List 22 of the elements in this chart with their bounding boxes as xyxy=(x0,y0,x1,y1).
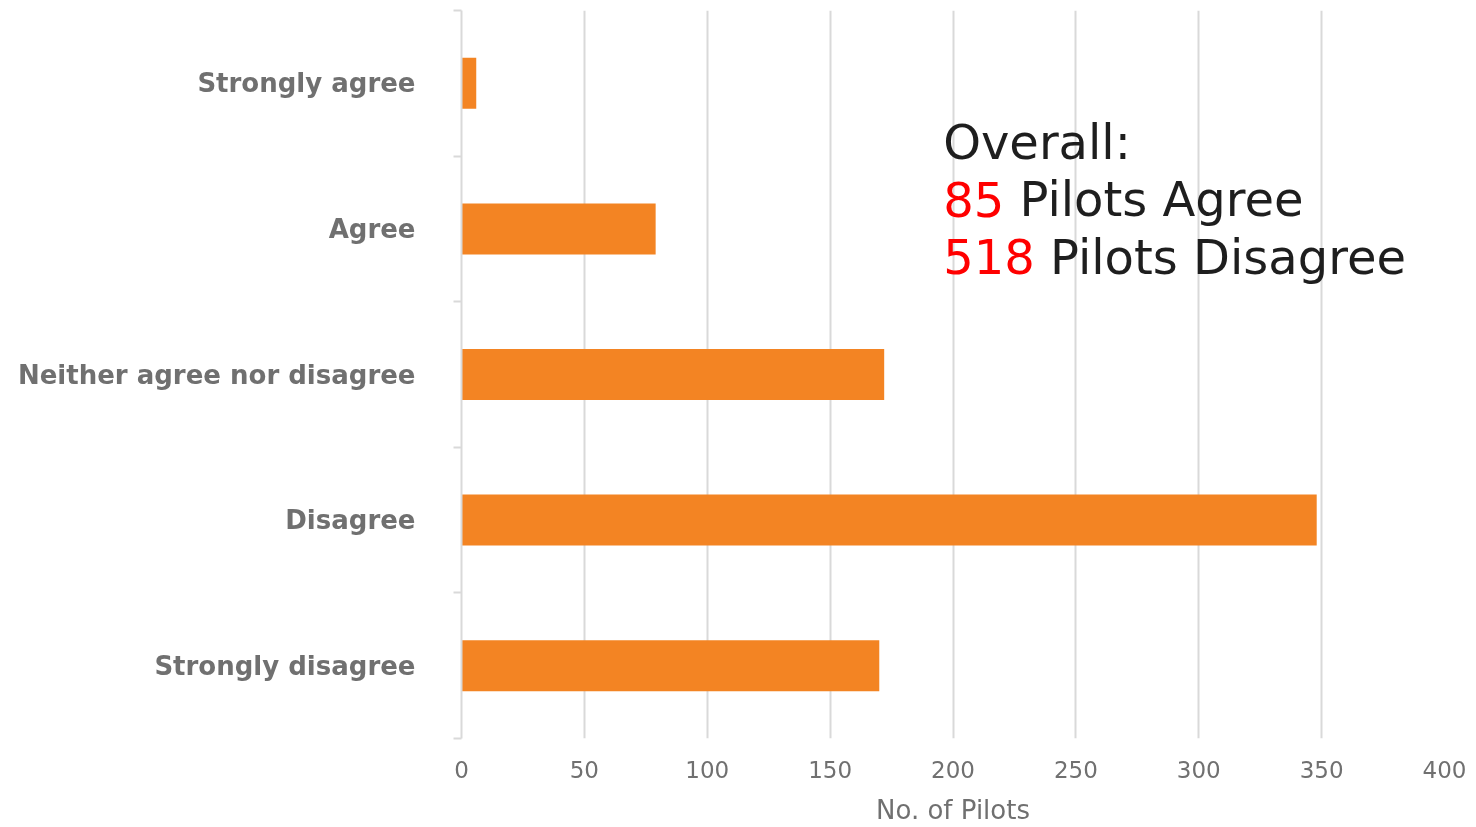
x-tick-label: 100 xyxy=(685,756,730,783)
annotation: Overall: xyxy=(943,113,1131,170)
y-tick-label: Strongly disagree xyxy=(154,650,416,681)
x-tick-label: 250 xyxy=(1053,756,1098,783)
x-axis-title: No. of Pilots xyxy=(876,794,1030,825)
bar xyxy=(461,203,656,255)
y-tick-label: Disagree xyxy=(285,505,416,536)
x-tick-label: 300 xyxy=(1176,756,1221,783)
x-tick-label: 400 xyxy=(1422,756,1467,783)
y-tick-label: Strongly agree xyxy=(197,68,416,99)
x-tick-label: 0 xyxy=(454,756,469,783)
bar xyxy=(461,349,885,400)
x-tick-label: 350 xyxy=(1299,756,1344,783)
bar xyxy=(461,494,1317,546)
y-tick-label: Neither agree nor disagree xyxy=(17,359,416,390)
x-tick-label: 150 xyxy=(808,756,853,783)
bar xyxy=(461,640,880,692)
annotation: 85 Pilots Agree xyxy=(943,171,1304,228)
x-tick-label: 200 xyxy=(931,756,975,783)
x-tick-label: 50 xyxy=(569,756,600,783)
annotation: 518 Pilots Disagree xyxy=(943,228,1406,286)
y-tick-label: Agree xyxy=(328,213,416,244)
